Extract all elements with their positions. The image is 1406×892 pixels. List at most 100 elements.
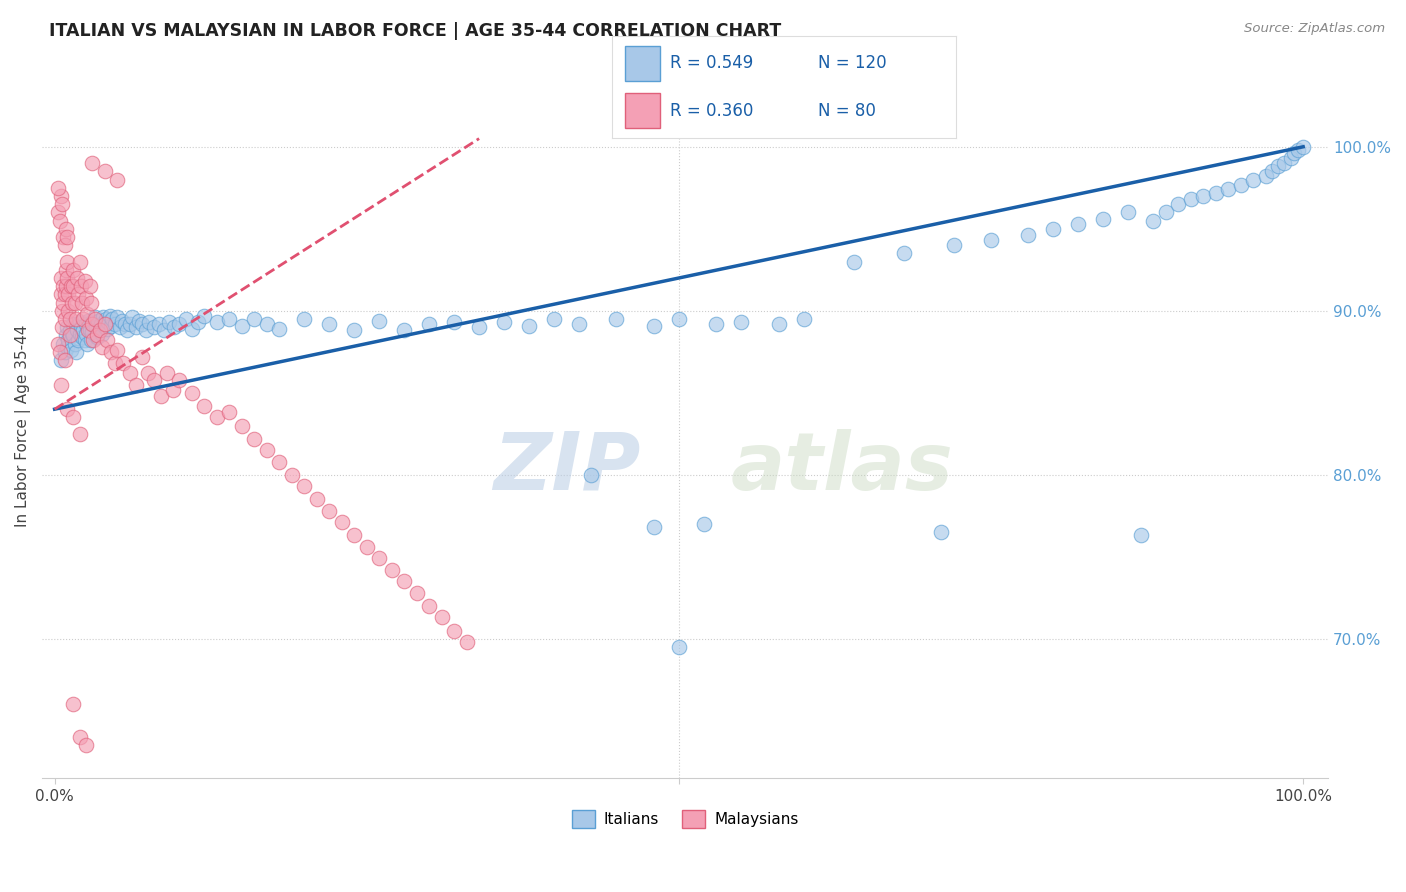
Point: [75, 326, 97, 341]
Point: [73, 274, 96, 288]
Point: [67, 287, 90, 301]
Point: [128, 313, 150, 327]
Point: [58, 328, 80, 343]
Point: [101, 312, 124, 326]
Point: [218, 405, 240, 419]
Point: [51, 303, 73, 318]
Point: [48, 213, 70, 227]
Point: [418, 599, 440, 613]
Point: [643, 318, 665, 333]
Point: [443, 315, 465, 329]
Point: [94, 312, 117, 326]
Point: [55, 279, 77, 293]
Point: [443, 624, 465, 638]
Point: [53, 238, 76, 252]
Point: [93, 320, 115, 334]
Point: [82, 334, 104, 348]
Point: [1229, 178, 1251, 192]
Point: [343, 323, 366, 337]
Point: [52, 230, 75, 244]
Point: [1154, 205, 1177, 219]
Point: [793, 312, 815, 326]
Point: [100, 318, 122, 333]
Point: [269, 322, 291, 336]
Point: [148, 317, 170, 331]
Text: R = 0.360: R = 0.360: [671, 102, 754, 120]
Point: [243, 432, 266, 446]
Point: [75, 739, 97, 753]
Point: [80, 334, 103, 348]
Point: [65, 312, 87, 326]
Point: [112, 356, 135, 370]
Point: [91, 326, 114, 341]
Point: [568, 317, 591, 331]
Point: [156, 366, 179, 380]
Point: [70, 330, 93, 344]
Point: [305, 492, 328, 507]
Point: [49, 189, 72, 203]
Point: [77, 323, 100, 337]
Point: [67, 334, 90, 348]
Point: [187, 315, 209, 329]
Point: [58, 334, 80, 348]
Point: [893, 246, 915, 260]
Point: [91, 340, 114, 354]
Point: [91, 310, 114, 325]
Point: [69, 326, 91, 341]
Point: [105, 310, 128, 325]
Point: [256, 443, 278, 458]
Point: [169, 373, 191, 387]
Point: [405, 586, 427, 600]
Point: [56, 320, 79, 334]
Point: [118, 366, 141, 380]
Point: [111, 313, 134, 327]
Point: [76, 307, 98, 321]
Point: [118, 317, 141, 331]
Point: [418, 317, 440, 331]
Point: [193, 399, 215, 413]
Text: R = 0.549: R = 0.549: [671, 54, 754, 72]
Text: ZIP: ZIP: [492, 429, 640, 507]
Point: [51, 197, 73, 211]
Text: atlas: atlas: [730, 429, 953, 507]
Point: [704, 317, 727, 331]
Point: [62, 698, 84, 712]
Point: [49, 287, 72, 301]
Point: [174, 312, 197, 326]
Point: [56, 271, 79, 285]
Point: [80, 315, 103, 329]
Point: [53, 287, 76, 301]
Point: [56, 230, 79, 244]
Point: [430, 610, 453, 624]
Point: [63, 295, 86, 310]
Point: [318, 504, 340, 518]
Point: [205, 410, 228, 425]
Point: [53, 312, 76, 326]
Point: [73, 334, 96, 348]
Point: [58, 312, 80, 326]
Point: [96, 334, 118, 348]
Point: [72, 323, 94, 337]
Point: [89, 323, 111, 337]
Point: [80, 295, 103, 310]
Point: [605, 312, 627, 326]
Point: [83, 310, 105, 325]
Point: [79, 323, 101, 337]
Point: [58, 323, 80, 337]
Point: [153, 323, 176, 337]
Point: [75, 291, 97, 305]
Text: N = 120: N = 120: [818, 54, 887, 72]
Point: [581, 467, 603, 482]
Point: [52, 279, 75, 293]
Point: [543, 312, 565, 326]
Point: [368, 551, 391, 566]
Point: [768, 317, 790, 331]
Point: [49, 353, 72, 368]
Point: [1241, 172, 1264, 186]
Point: [56, 254, 79, 268]
Point: [330, 516, 353, 530]
Point: [392, 323, 415, 337]
Point: [231, 418, 253, 433]
Point: [53, 353, 76, 368]
Point: [1284, 146, 1306, 161]
